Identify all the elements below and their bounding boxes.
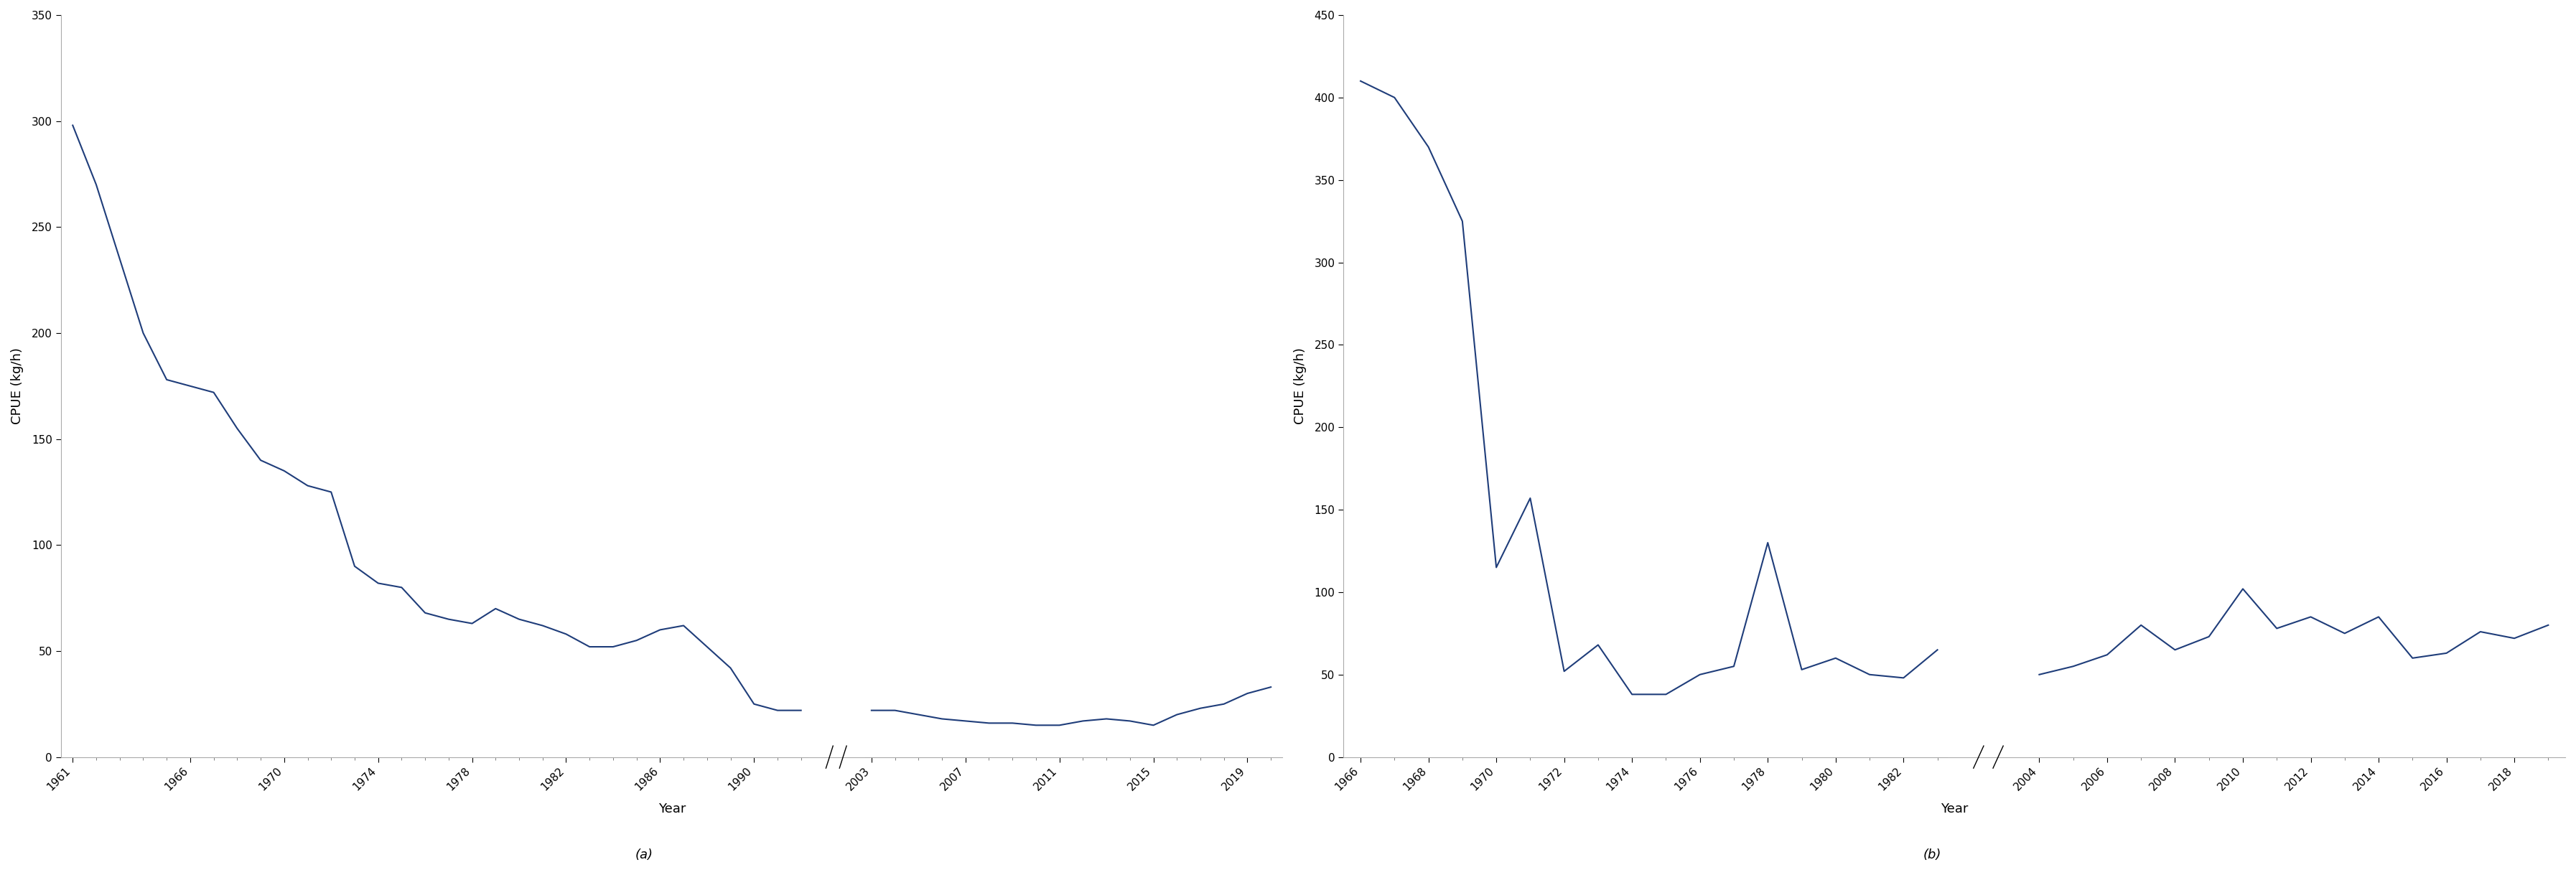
Y-axis label: CPUE (kg/h): CPUE (kg/h) [10, 348, 23, 425]
Bar [809, 15, 866, 757]
Bar [1947, 15, 2030, 757]
Text: (a): (a) [636, 848, 652, 861]
X-axis label: Year: Year [657, 803, 685, 816]
X-axis label: Year: Year [1940, 803, 1968, 816]
Y-axis label: CPUE (kg/h): CPUE (kg/h) [1293, 348, 1306, 425]
Text: (b): (b) [1922, 848, 1942, 861]
